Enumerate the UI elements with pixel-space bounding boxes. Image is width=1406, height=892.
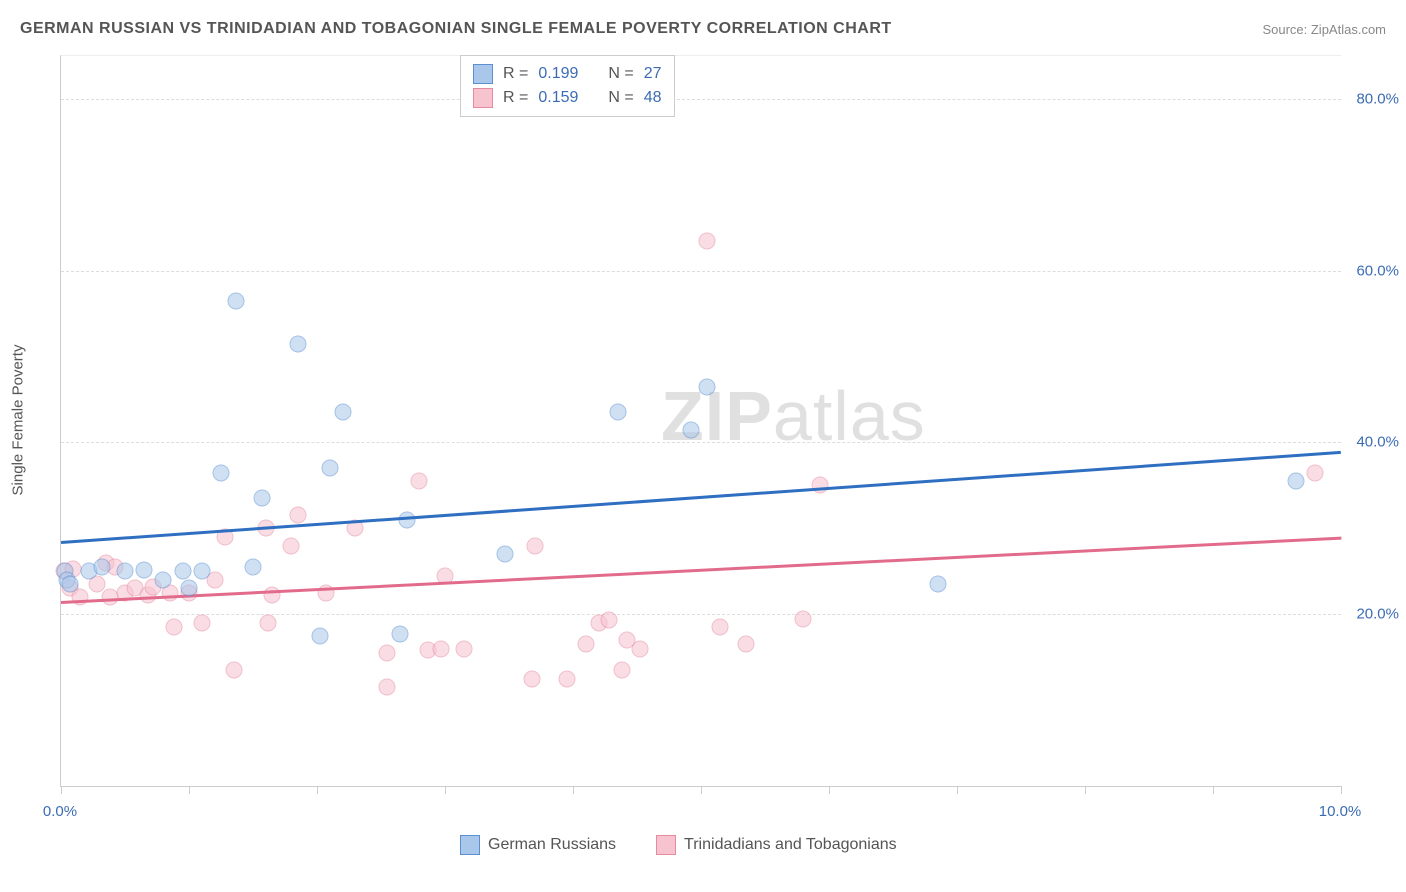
data-point-pink bbox=[379, 644, 396, 661]
legend-blue-r: 0.199 bbox=[538, 65, 578, 83]
data-point-pink bbox=[712, 619, 729, 636]
legend-series: German Russians Trinidadians and Tobagon… bbox=[460, 835, 897, 855]
data-point-pink bbox=[433, 640, 450, 657]
legend-item-blue: German Russians bbox=[460, 835, 616, 855]
data-point-pink bbox=[260, 614, 277, 631]
xtick bbox=[573, 786, 574, 794]
data-point-blue bbox=[174, 563, 191, 580]
data-point-blue bbox=[155, 571, 172, 588]
xtick bbox=[829, 786, 830, 794]
data-point-blue bbox=[228, 292, 245, 309]
gridline bbox=[61, 99, 1341, 100]
gridline bbox=[61, 442, 1341, 443]
data-point-blue bbox=[93, 559, 110, 576]
data-point-blue bbox=[398, 511, 415, 528]
data-point-blue bbox=[334, 404, 351, 421]
ytick-label: 80.0% bbox=[1356, 90, 1399, 107]
legend-row-pink: R = 0.159 N = 48 bbox=[473, 86, 662, 110]
xtick bbox=[1085, 786, 1086, 794]
xtick bbox=[189, 786, 190, 794]
data-point-blue bbox=[289, 335, 306, 352]
legend-pink-r: 0.159 bbox=[538, 89, 578, 107]
data-point-pink bbox=[795, 610, 812, 627]
xtick-label: 10.0% bbox=[1319, 803, 1362, 820]
data-point-pink bbox=[526, 537, 543, 554]
data-point-pink bbox=[600, 612, 617, 629]
swatch-blue-icon bbox=[473, 64, 493, 84]
data-point-blue bbox=[61, 576, 78, 593]
legend-n-prefix: N = bbox=[608, 65, 633, 83]
data-point-blue bbox=[193, 563, 210, 580]
xtick bbox=[701, 786, 702, 794]
xtick bbox=[445, 786, 446, 794]
legend-blue-n: 27 bbox=[644, 65, 662, 83]
xtick bbox=[957, 786, 958, 794]
data-point-blue bbox=[682, 421, 699, 438]
data-point-blue bbox=[253, 490, 270, 507]
data-point-pink bbox=[379, 679, 396, 696]
ytick-label: 20.0% bbox=[1356, 606, 1399, 623]
data-point-pink bbox=[411, 473, 428, 490]
data-point-blue bbox=[392, 625, 409, 642]
gridline bbox=[61, 614, 1341, 615]
data-point-blue bbox=[497, 546, 514, 563]
legend-pink-label: Trinidadians and Tobagonians bbox=[684, 836, 897, 854]
ytick-label: 60.0% bbox=[1356, 262, 1399, 279]
plot-area: ZIPatlas 20.0%40.0%60.0%80.0% bbox=[60, 55, 1341, 787]
data-point-blue bbox=[117, 563, 134, 580]
xtick bbox=[1341, 786, 1342, 794]
legend-pink-n: 48 bbox=[644, 89, 662, 107]
chart-title: GERMAN RUSSIAN VS TRINIDADIAN AND TOBAGO… bbox=[20, 20, 892, 38]
data-point-pink bbox=[165, 619, 182, 636]
data-point-blue bbox=[929, 576, 946, 593]
data-point-pink bbox=[631, 640, 648, 657]
data-point-pink bbox=[699, 232, 716, 249]
data-point-blue bbox=[245, 559, 262, 576]
swatch-pink-icon bbox=[473, 88, 493, 108]
legend-r-prefix: R = bbox=[503, 89, 528, 107]
data-point-blue bbox=[213, 464, 230, 481]
legend-n-prefix: N = bbox=[608, 89, 633, 107]
data-point-blue bbox=[1288, 473, 1305, 490]
data-point-pink bbox=[193, 614, 210, 631]
data-point-blue bbox=[181, 580, 198, 597]
swatch-blue-icon bbox=[460, 835, 480, 855]
data-point-blue bbox=[311, 627, 328, 644]
gridline bbox=[61, 271, 1341, 272]
xtick bbox=[317, 786, 318, 794]
swatch-pink-icon bbox=[656, 835, 676, 855]
data-point-blue bbox=[609, 404, 626, 421]
legend-row-blue: R = 0.199 N = 27 bbox=[473, 62, 662, 86]
legend-item-pink: Trinidadians and Tobagonians bbox=[656, 835, 897, 855]
data-point-pink bbox=[225, 662, 242, 679]
y-axis-label: Single Female Poverty bbox=[10, 345, 27, 496]
source-label: Source: ZipAtlas.com bbox=[1262, 22, 1386, 37]
legend-correlation: R = 0.199 N = 27 R = 0.159 N = 48 bbox=[460, 55, 675, 117]
xtick bbox=[61, 786, 62, 794]
legend-blue-label: German Russians bbox=[488, 836, 616, 854]
xtick-label: 0.0% bbox=[43, 803, 77, 820]
data-point-pink bbox=[524, 670, 541, 687]
data-point-pink bbox=[613, 662, 630, 679]
data-point-blue bbox=[699, 378, 716, 395]
xtick bbox=[1213, 786, 1214, 794]
data-point-pink bbox=[283, 537, 300, 554]
data-point-pink bbox=[737, 636, 754, 653]
data-point-pink bbox=[558, 670, 575, 687]
data-point-pink bbox=[1307, 464, 1324, 481]
data-point-pink bbox=[577, 636, 594, 653]
legend-r-prefix: R = bbox=[503, 65, 528, 83]
data-point-pink bbox=[456, 640, 473, 657]
ytick-label: 40.0% bbox=[1356, 434, 1399, 451]
data-point-pink bbox=[812, 477, 829, 494]
data-point-pink bbox=[289, 507, 306, 524]
data-point-blue bbox=[136, 561, 153, 578]
data-point-blue bbox=[321, 460, 338, 477]
